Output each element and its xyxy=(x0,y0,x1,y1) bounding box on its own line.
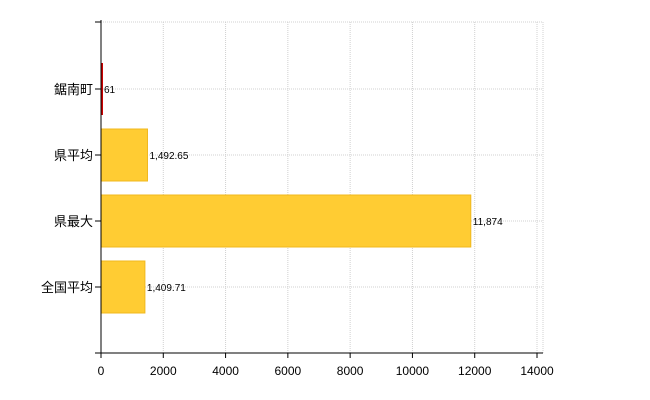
category-label-3: 全国平均 xyxy=(41,280,93,296)
category-label-2: 県最大 xyxy=(54,215,93,230)
bar-1 xyxy=(100,128,148,182)
x-tick-label-5: 10000 xyxy=(396,364,430,378)
x-tick-label-0: 0 xyxy=(98,364,105,378)
x-tick-label-1: 2000 xyxy=(150,364,177,378)
x-tick-label-3: 6000 xyxy=(275,364,302,378)
x-tick-label-2: 4000 xyxy=(212,364,239,378)
x-tick-label-4: 8000 xyxy=(337,364,364,378)
x-tick-label-7: 14000 xyxy=(520,364,554,378)
category-label-1: 県平均 xyxy=(54,149,93,164)
bar-3 xyxy=(100,260,146,314)
data-label-3: 1,409.71 xyxy=(147,283,186,294)
x-tick-label-6: 12000 xyxy=(458,364,492,378)
data-label-1: 1,492.65 xyxy=(149,151,188,162)
data-label-2: 11,874 xyxy=(473,217,503,228)
category-label-0: 鋸南町 xyxy=(54,82,93,98)
data-label-0: 61 xyxy=(104,85,116,96)
bar-2 xyxy=(100,194,472,248)
